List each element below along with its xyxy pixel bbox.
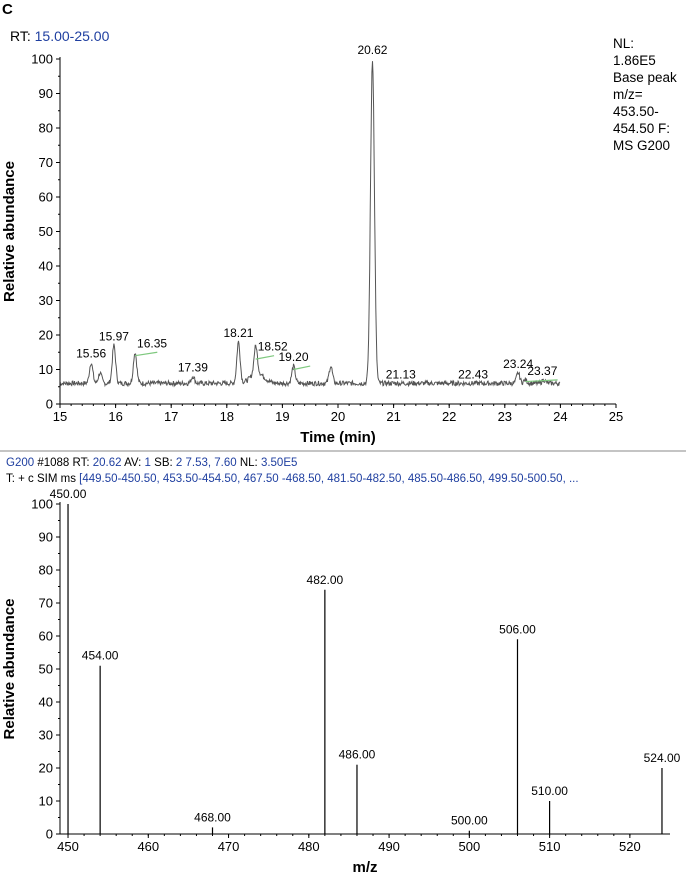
peak-label: 19.20 xyxy=(279,350,309,364)
x-tick-label: 15 xyxy=(53,409,67,424)
header-segment: 20.62 xyxy=(92,457,122,469)
peak-label: 15.97 xyxy=(99,329,129,343)
header-segment: #1088 RT: xyxy=(34,457,93,469)
spectrum-bar-label: 486.00 xyxy=(339,748,376,762)
x-tick-label: 470 xyxy=(218,839,240,854)
y-tick-label: 20 xyxy=(39,328,53,343)
nl-line: MS G200 xyxy=(613,138,671,153)
nl-line: 454.50 F: xyxy=(613,121,671,136)
integration-baseline-marker xyxy=(134,351,158,357)
x-axis-title: Time (min) xyxy=(300,429,376,446)
y-tick-label: 80 xyxy=(39,563,53,578)
rt-prefix: RT: xyxy=(10,28,31,44)
y-tick-label: 70 xyxy=(39,596,53,611)
y-tick-label: 0 xyxy=(46,397,53,412)
spectrum-bar-label: 500.00 xyxy=(451,814,488,828)
x-tick-label: 18 xyxy=(220,409,234,424)
peak-label: 21.13 xyxy=(386,367,416,381)
header-segment: NL: xyxy=(236,457,261,469)
rt-range-label: RT: 15.00-25.00 xyxy=(10,28,109,44)
peak-label: 15.56 xyxy=(76,347,106,361)
panel-letter: C xyxy=(2,1,13,18)
x-tick-label: 17 xyxy=(164,409,178,424)
peak-label: 23.24 xyxy=(503,357,533,371)
y-tick-label: 90 xyxy=(39,530,53,545)
x-tick-label: 460 xyxy=(137,839,159,854)
x-tick-label: 500 xyxy=(458,839,480,854)
peak-label: 23.37 xyxy=(527,364,557,378)
nl-line: 453.50- xyxy=(613,104,659,119)
x-tick-label: 510 xyxy=(539,839,561,854)
x-tick-label: 23 xyxy=(498,409,512,424)
spectrum-bar-label: 510.00 xyxy=(531,784,568,798)
header-segment: 1 xyxy=(144,457,151,469)
spectrum-bar-label: 468.00 xyxy=(194,810,231,824)
y-tick-label: 30 xyxy=(39,293,53,308)
y-tick-label: 100 xyxy=(31,497,53,512)
ms-scan-header-line2: T: + c SIM ms [449.50-450.50, 453.50-454… xyxy=(6,473,579,485)
spectrum-bar-label: 482.00 xyxy=(307,573,344,587)
y-tick-label: 60 xyxy=(39,190,53,205)
y-tick-label: 90 xyxy=(39,86,53,101)
integration-baseline-marker xyxy=(293,365,311,371)
x-tick-label: 19 xyxy=(275,409,289,424)
x-tick-label: 25 xyxy=(609,409,623,424)
y-axis-title: Relative abundance xyxy=(1,161,18,302)
y-tick-label: 60 xyxy=(39,629,53,644)
x-tick-label: 21 xyxy=(386,409,400,424)
y-tick-label: 30 xyxy=(39,728,53,743)
nl-line: NL: xyxy=(613,36,635,51)
x-tick-label: 450 xyxy=(57,839,79,854)
y-axis-title: Relative abundance xyxy=(1,599,18,740)
y-tick-label: 0 xyxy=(46,827,53,842)
header-segment: SB: xyxy=(150,457,176,469)
x-tick-label: 22 xyxy=(442,409,456,424)
y-tick-label: 50 xyxy=(39,662,53,677)
y-tick-label: 50 xyxy=(39,224,53,239)
spectrum-bar-label: 454.00 xyxy=(82,649,119,663)
x-tick-label: 490 xyxy=(378,839,400,854)
nl-line: 1.86E5 xyxy=(613,53,656,68)
header-segment: G200 xyxy=(6,457,35,469)
x-tick-label: 16 xyxy=(108,409,122,424)
y-tick-label: 40 xyxy=(39,695,53,710)
header-segment: AV: xyxy=(121,457,145,469)
y-tick-label: 10 xyxy=(39,794,53,809)
y-tick-label: 100 xyxy=(31,52,53,67)
rt-value: 15.00-25.00 xyxy=(34,28,110,44)
integration-baseline-marker xyxy=(255,355,275,360)
x-tick-label: 20 xyxy=(331,409,345,424)
x-tick-label: 480 xyxy=(298,839,320,854)
header-segment: T: + c SIM ms xyxy=(6,473,80,485)
x-tick-label: 520 xyxy=(619,839,641,854)
y-tick-label: 70 xyxy=(39,155,53,170)
y-tick-label: 40 xyxy=(39,259,53,274)
ms-scan-header-line1: G200 #1088 RT: 20.62 AV: 1 SB: 2 7.53, 7… xyxy=(6,457,297,469)
peak-label: 16.35 xyxy=(137,336,167,350)
peak-label: 20.62 xyxy=(357,43,387,57)
y-tick-label: 80 xyxy=(39,121,53,136)
nl-info-box: NL: 1.86E5 Base peak m/z= 453.50- 454.50… xyxy=(613,35,685,154)
y-tick-label: 10 xyxy=(39,362,53,377)
peak-label: 18.52 xyxy=(258,340,288,354)
nl-line: Base peak xyxy=(613,70,677,85)
spectrum-bar-label: 506.00 xyxy=(499,622,536,636)
integration-baseline-marker xyxy=(525,379,558,383)
peak-label: 22.43 xyxy=(458,367,488,381)
spectrum-bar-label: 524.00 xyxy=(644,751,681,765)
spectrum-bar-label: 450.00 xyxy=(50,487,87,501)
peak-label: 18.21 xyxy=(223,326,253,340)
header-segment: [449.50-450.50, 453.50-454.50, 467.50 -4… xyxy=(79,473,579,485)
header-segment: 3.50E5 xyxy=(260,457,298,469)
x-tick-label: 24 xyxy=(553,409,567,424)
chromatogram-trace xyxy=(59,61,561,388)
peak-label: 17.39 xyxy=(178,360,208,374)
nl-line: m/z= xyxy=(613,87,643,102)
y-tick-label: 20 xyxy=(39,761,53,776)
x-axis-title: m/z xyxy=(352,859,377,876)
header-segment: 2 7.53, 7.60 xyxy=(175,457,237,469)
